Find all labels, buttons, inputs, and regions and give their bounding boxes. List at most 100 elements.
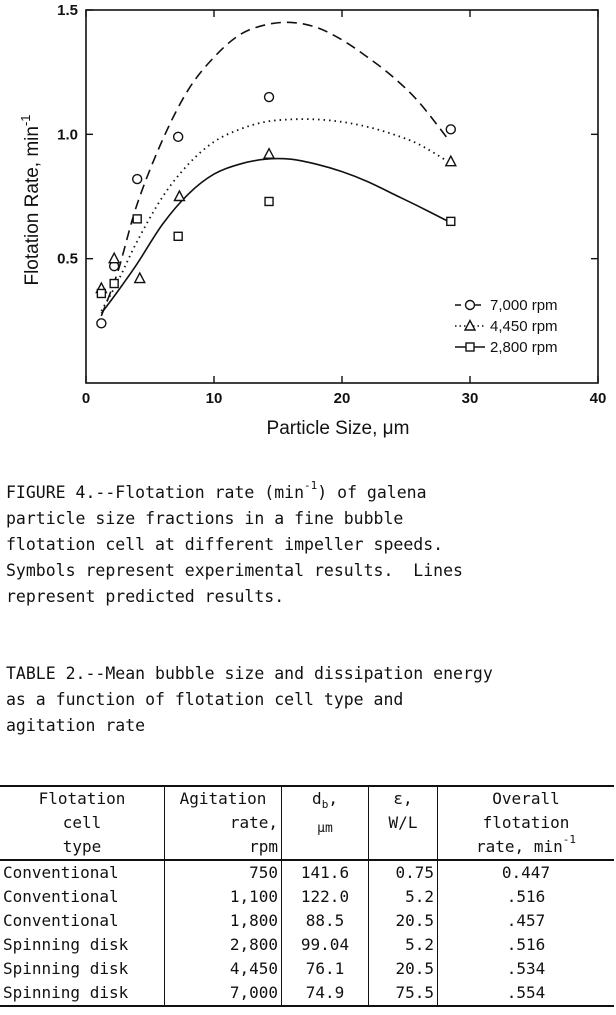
cell-db: 99.04 <box>281 933 369 957</box>
table-row: Conventional 750 141.6 0.75 0.447 <box>0 860 614 885</box>
figure-caption-body: particle size fractions in a fine bubble… <box>6 509 463 606</box>
y-axis-title: Flotation Rate, min-1 <box>18 114 43 285</box>
data-point-triangle <box>262 147 276 159</box>
cell-db: 141.6 <box>281 860 369 885</box>
header-db-sub: b <box>321 798 329 812</box>
table-row: Conventional 1,800 88.5 20.5 .457 <box>0 909 614 933</box>
cell-type: Spinning disk <box>3 959 129 978</box>
x-tick-label: 0 <box>82 390 90 407</box>
data-point-circle <box>131 173 143 185</box>
table-row: Conventional 1,100 122.0 5.2 .516 <box>0 885 614 909</box>
cell-type: Conventional <box>3 863 119 882</box>
data-point-triangle <box>133 271 146 284</box>
header-overall-l3-text: rate, min <box>476 837 563 856</box>
y-tick-label: 1.5 <box>57 2 78 19</box>
data-point-square <box>173 231 183 241</box>
header-overall-l3: rate, min-1 <box>441 833 611 859</box>
cell-overall: .534 <box>437 957 614 981</box>
figure-caption-line1: FIGURE 4.--Flotation rate (min <box>6 483 305 502</box>
header-overall-sup: -1 <box>562 833 576 846</box>
data-point-square <box>446 216 456 227</box>
header-eps: ε, W/L <box>368 785 438 861</box>
data-point-circle <box>96 318 107 329</box>
cell-overall: .516 <box>437 885 614 909</box>
data-point-circle <box>445 124 456 135</box>
x-tick-label: 10 <box>206 390 223 407</box>
header-eps-l1: ε, <box>393 789 413 808</box>
legend-marker-triangle <box>463 318 477 331</box>
y-tick-label: 0.5 <box>57 251 78 268</box>
header-db-unit: μm <box>317 821 333 837</box>
figure-caption: FIGURE 4.--Flotation rate (min-1) of gal… <box>6 480 612 610</box>
cell-db: 74.9 <box>281 981 369 1007</box>
flotation-rate-chart: 0 10 20 30 40 0.5 1.0 1.5 7,000 rpm 4,450 rpm 2,8… <box>0 0 616 450</box>
legend-label: 4,450 rpm <box>490 318 558 335</box>
cell-rate: 750 <box>164 860 282 885</box>
data-point-triangle <box>173 189 186 202</box>
data-table: Flotation cell type Agitation rate, rpm … <box>0 785 614 1007</box>
cell-eps: 20.5 <box>368 909 438 933</box>
header-db-comma: , <box>328 789 338 808</box>
cell-rate: 1,800 <box>164 909 282 933</box>
cell-rate: 7,000 <box>164 981 282 1007</box>
table-header-row: Flotation cell type Agitation rate, rpm … <box>0 785 614 861</box>
x-axis-title: Particle Size, μm <box>267 418 410 439</box>
table-row: Spinning disk 7,000 74.9 75.5 .554 <box>0 981 614 1007</box>
data-point-square <box>264 196 274 207</box>
header-db-l1: db, <box>285 787 365 817</box>
header-cell-type-l2: cell <box>62 813 102 832</box>
y-tick-label: 1.0 <box>57 126 78 143</box>
header-agitation-l1: Agitation <box>179 789 267 808</box>
cell-eps: 20.5 <box>368 957 438 981</box>
cell-eps: 75.5 <box>368 981 438 1007</box>
series-line-square <box>100 157 449 314</box>
header-db: db, μm <box>281 785 369 861</box>
table-row: Spinning disk 2,800 99.04 5.2 .516 <box>0 933 614 957</box>
header-overall: Overall flotation rate, min-1 <box>437 785 614 861</box>
y-axis-title-text: Flotation Rate, min <box>22 126 43 285</box>
data-point-triangle <box>108 251 121 264</box>
header-cell-type-l1: Flotation <box>38 789 126 808</box>
data-point-square <box>96 288 107 299</box>
cell-overall: 0.447 <box>437 860 614 885</box>
x-tick-label: 20 <box>334 390 351 407</box>
cell-type: Conventional <box>3 887 119 906</box>
cell-type: Spinning disk <box>3 935 129 954</box>
header-overall-l2: flotation <box>482 813 570 832</box>
legend-marker-circle <box>464 299 476 311</box>
table-caption: TABLE 2.--Mean bubble size and dissipati… <box>6 664 493 735</box>
header-db-main: d <box>312 789 322 808</box>
header-cell-type: Flotation cell type <box>0 785 165 861</box>
cell-overall: .554 <box>437 981 614 1007</box>
header-cell-type-l3: type <box>62 837 102 856</box>
cell-rate: 4,450 <box>164 957 282 981</box>
cell-rate: 1,100 <box>164 885 282 909</box>
header-overall-l1: Overall <box>492 789 560 808</box>
figure-caption-sup: -1 <box>304 479 318 492</box>
legend-label: 7,000 rpm <box>490 297 558 314</box>
cell-overall: .516 <box>437 933 614 957</box>
cell-eps: 5.2 <box>368 885 438 909</box>
table-row: Spinning disk 4,450 76.1 20.5 .534 <box>0 957 614 981</box>
legend-marker-square <box>465 342 475 352</box>
series-line-circle <box>100 21 449 317</box>
header-agitation-l3: rpm <box>249 837 278 856</box>
cell-eps: 5.2 <box>368 933 438 957</box>
cell-type: Spinning disk <box>0 981 165 1007</box>
cell-db: 76.1 <box>281 957 369 981</box>
x-tick-label: 40 <box>590 390 607 407</box>
legend-label: 2,800 rpm <box>490 339 558 356</box>
header-eps-l2: W/L <box>388 813 418 832</box>
header-agitation: Agitation rate, rpm <box>164 785 282 861</box>
cell-db: 88.5 <box>281 909 369 933</box>
chart-svg: 0 10 20 30 40 0.5 1.0 1.5 7,000 rpm 4,450 rpm 2,8… <box>18 2 607 439</box>
data-point-square <box>132 214 142 224</box>
cell-overall: .457 <box>437 909 614 933</box>
y-axis-title-sup: -1 <box>18 114 33 126</box>
cell-type: Conventional <box>3 911 119 930</box>
cell-db: 122.0 <box>281 885 369 909</box>
figure-caption-line1-end: ) of galena <box>317 483 427 502</box>
cell-rate: 2,800 <box>164 933 282 957</box>
data-point-circle <box>172 131 184 143</box>
data-point-circle <box>263 91 275 103</box>
